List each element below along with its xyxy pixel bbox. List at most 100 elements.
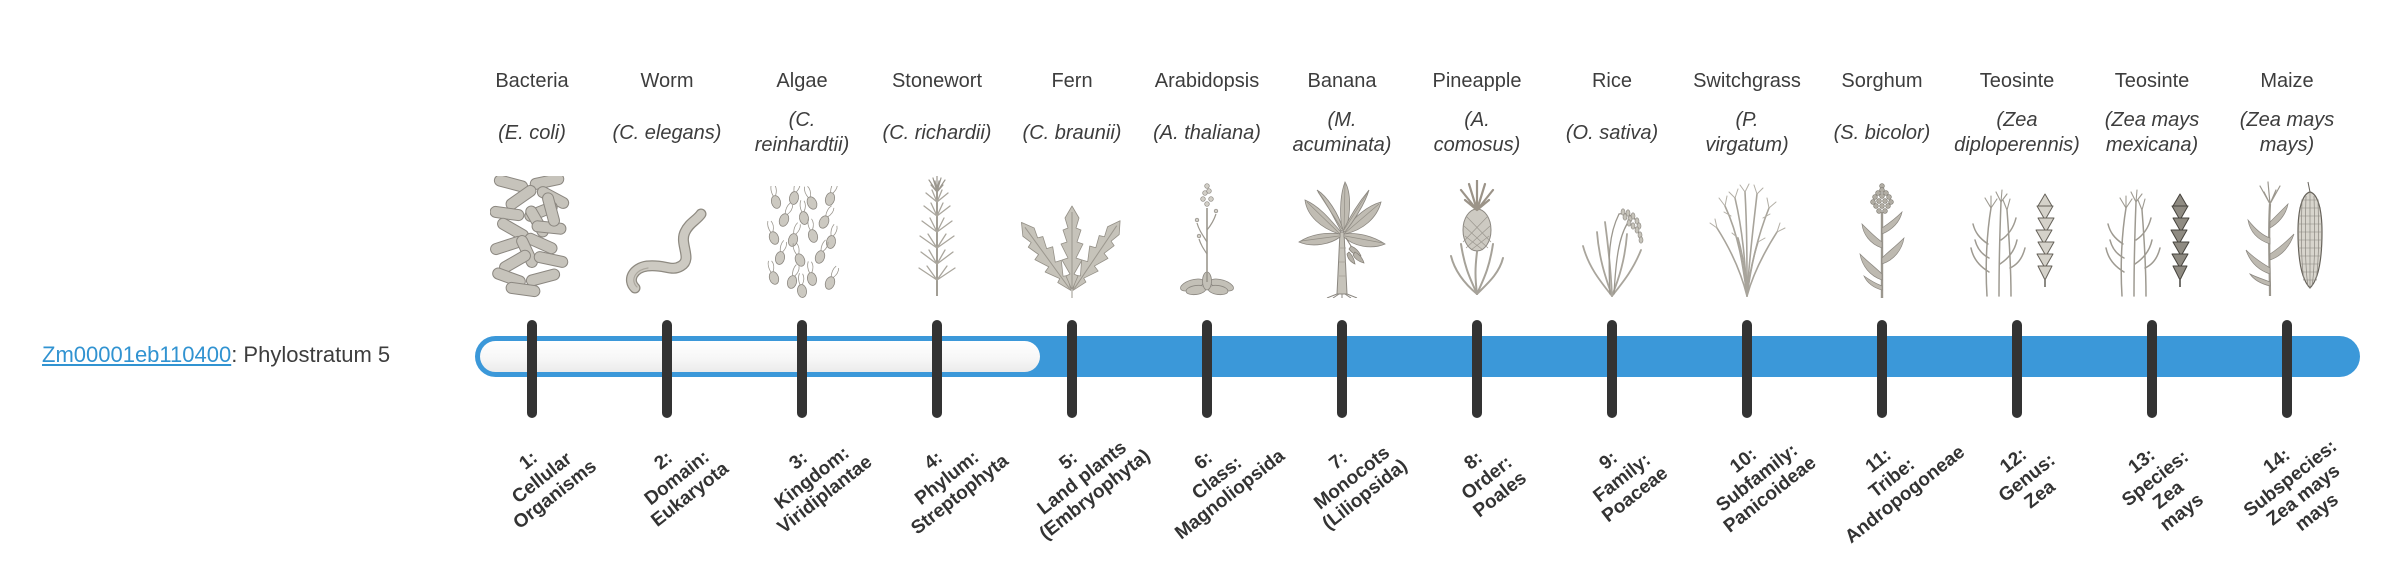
organism-species: (A. comosus) <box>1433 109 1521 156</box>
organism-column-arabidopsis: Arabidopsis (A. thaliana) 6: Class: Magn… <box>1140 0 1288 580</box>
organism-species: (C. elegans) <box>612 121 722 144</box>
organism-species: (M. acuminata) <box>1292 109 1392 156</box>
organism-illustration <box>1275 172 1410 298</box>
organism-species: (C. braunii) <box>1022 121 1122 144</box>
bacteria-icon <box>490 176 570 298</box>
organism-name: Rice <box>1591 70 1632 92</box>
gene-label: Zm00001eb110400: Phylostratum 5 <box>42 342 390 368</box>
organism-illustration <box>2085 172 2220 298</box>
worm-icon <box>626 208 707 294</box>
stonewort-icon <box>918 176 956 296</box>
organism-species: (S. bicolor) <box>1833 121 1931 144</box>
organism-species: (Zea mays mays) <box>2239 109 2335 156</box>
stratum-tick <box>1472 320 1482 418</box>
organism-name: Banana <box>1307 70 1377 92</box>
phylostratum-axis-label: 9: Family: Poaceae <box>1588 447 1672 527</box>
phylostratum-axis-label: 7: Monocots (Liliopsida) <box>1309 441 1411 535</box>
organism-column-switchgrass: Switchgrass (P. virgatum) 10: Subfamily:… <box>1680 0 1820 580</box>
organism-column-stonewort: Stonewort (C. richardii) 4: Phylum: Stre… <box>870 0 1013 580</box>
arabidopsis-icon <box>1180 183 1234 296</box>
organism-column-teosinte-mexicana: Teosinte (Zea mays mexicana) <box>2085 0 2220 580</box>
organism-illustration <box>465 172 600 298</box>
phylostratum-axis-label: 12: Genus: Zea <box>1994 444 2059 514</box>
stratum-tick <box>1067 320 1077 418</box>
gene-phylostratum-text: : Phylostratum 5 <box>231 342 391 367</box>
stratum-tick <box>527 320 537 418</box>
organism-column-sorghum: Sorghum (S. bicolor) 11: Tribe: Andropog… <box>1815 0 1969 580</box>
stratum-tick <box>662 320 672 418</box>
organism-column-bacteria: Bacteria (E. coli) 1: Cellular Organisms <box>465 0 600 580</box>
organism-column-pineapple: Pineapple (A. comosus) 8: Order: Poales <box>1410 0 1545 580</box>
organism-column-algae: Algae (C. reinhardtii) 3: Kingdom: V <box>735 0 876 580</box>
phylostratum-axis-label: 13: Species: Zea mays <box>2117 444 2207 536</box>
banana-icon <box>1298 181 1386 298</box>
stratum-tick <box>1202 320 1212 418</box>
organism-illustration <box>2220 172 2355 298</box>
organism-name: Stonewort <box>891 70 983 92</box>
organism-name: Teosinte <box>2114 70 2190 92</box>
organism-column-fern: Fern (C. braunii) 5: Land plants (Embryo… <box>1005 0 1154 580</box>
organism-column-maize: Maize (Zea mays mays) 14: Subspecies: Ze <box>2220 0 2355 580</box>
organism-species: (Zea diploperennis) <box>1954 109 2080 156</box>
phylostratum-axis-label: 8: Order: Poales <box>1456 447 1531 522</box>
organism-name: Algae <box>776 70 828 92</box>
organism-species: (O. sativa) <box>1565 121 1659 144</box>
organism-species: (C. reinhardtii) <box>754 109 850 156</box>
organism-illustration <box>1950 172 2085 298</box>
organism-name: Arabidopsis <box>1154 70 1260 92</box>
organism-illustration <box>1545 172 1680 298</box>
stratum-tick <box>797 320 807 418</box>
organism-species: (E. coli) <box>498 121 566 144</box>
phylostratum-axis-label: 10: Subfamily: Panicoideae <box>1711 439 1820 538</box>
phylostratum-axis-label: 4: Phylum: Streptophyta <box>906 446 1013 540</box>
phylostratum-axis-label: 11: Tribe: Andropogoneae <box>1840 441 1969 548</box>
organism-illustration <box>600 172 735 298</box>
organism-name: Sorghum <box>1841 70 1923 92</box>
phylostratum-bar <box>475 336 2360 377</box>
rice-icon <box>1582 208 1644 297</box>
organism-illustration <box>1410 172 1545 298</box>
stratum-tick <box>2012 320 2022 418</box>
phylostratum-axis-label: 2: Domain: Eukaryota <box>639 446 733 532</box>
organism-name: Switchgrass <box>1693 70 1801 92</box>
stratum-tick <box>1742 320 1752 418</box>
organism-illustration <box>1140 172 1275 298</box>
phylostratum-axis-label: 1: Cellular Organisms <box>507 447 601 534</box>
algae-icon <box>767 186 840 298</box>
organism-name: Maize <box>2260 70 2314 92</box>
organism-species: (C. richardii) <box>882 121 992 144</box>
organism-name: Worm <box>640 70 694 92</box>
teosinte-mexicana-icon <box>2105 189 2190 297</box>
organism-species: (Zea mays mexicana) <box>2104 109 2200 156</box>
organism-illustration <box>1005 172 1140 298</box>
switchgrass-icon <box>1709 183 1786 297</box>
phylostratum-axis-label: 14: Subspecies: Zea mays mays <box>2239 435 2344 536</box>
sorghum-icon <box>1859 183 1905 298</box>
organism-column-rice: Rice (O. sativa) 9: Family: Poaceae <box>1545 0 1680 580</box>
organism-species: (A. thaliana) <box>1153 121 1261 144</box>
stratum-tick <box>1337 320 1347 418</box>
organism-illustration <box>735 172 870 298</box>
organism-column-worm: Worm (C. elegans) 2: Domain: Eukaryota <box>600 0 735 580</box>
stratum-tick <box>932 320 942 418</box>
teosinte-diploperennis-icon <box>1970 189 2055 297</box>
stratum-tick <box>1607 320 1617 418</box>
phylostratum-axis-label: 6: Class: Magnoliopsida <box>1170 445 1289 544</box>
organism-illustration <box>1680 172 1815 298</box>
organism-name: Pineapple <box>1432 70 1522 92</box>
organism-illustration <box>1815 172 1950 298</box>
phylostratum-bar-unfilled-region <box>480 341 1040 372</box>
stratum-tick <box>2282 320 2292 418</box>
phylostratum-axis-label: 5: Land plants (Embryophyta) <box>1032 436 1154 545</box>
pineapple-icon <box>1450 180 1504 295</box>
organism-species: (P. virgatum) <box>1705 109 1789 156</box>
organism-name: Bacteria <box>495 70 569 92</box>
maize-icon <box>2245 181 2323 297</box>
gene-id-link[interactable]: Zm00001eb110400 <box>42 342 232 367</box>
stratum-tick <box>1877 320 1887 418</box>
organism-column-banana: Banana (M. acuminata) 7: Monocots (Lilio… <box>1275 0 1411 580</box>
organism-name: Teosinte <box>1979 70 2055 92</box>
organism-column-teosinte-diploperennis: Teosinte (Zea diploperennis) <box>1950 0 2085 580</box>
stratum-tick <box>2147 320 2157 418</box>
